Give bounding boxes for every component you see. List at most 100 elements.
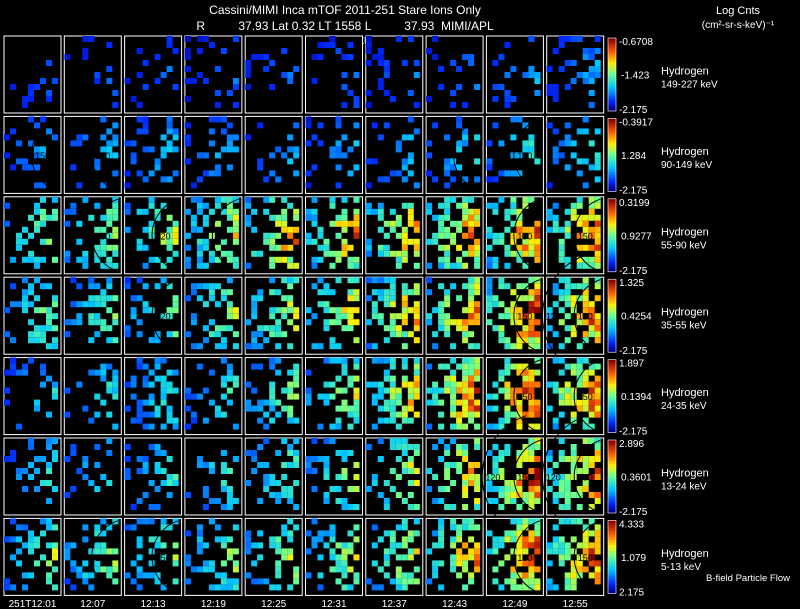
pixel: [166, 128, 173, 135]
colorbar-segment: [608, 50, 616, 54]
colorbar-segment: [608, 288, 616, 292]
pixel: [498, 196, 505, 203]
pixel: [196, 530, 203, 537]
pixel: [401, 357, 408, 364]
panel-r4-c0: [3, 357, 62, 436]
pixel: [275, 331, 282, 338]
pixel: [516, 423, 523, 430]
pixel: [516, 307, 523, 314]
pixel: [377, 84, 384, 90]
pixel: [46, 542, 52, 549]
pixel: [432, 387, 439, 394]
pixel: [287, 283, 294, 290]
pixel: [534, 492, 541, 498]
pixel: [323, 542, 330, 549]
pixel: [166, 116, 173, 123]
pixel: [516, 450, 523, 456]
pixel: [438, 411, 445, 418]
pixel: [251, 387, 258, 394]
pixel: [582, 423, 589, 430]
pixel: [546, 381, 553, 388]
pixel: [594, 572, 601, 579]
pixel: [46, 128, 52, 135]
pixel: [112, 202, 119, 209]
colorbar-segment: [608, 96, 616, 100]
pixel: [546, 486, 553, 492]
pixel: [172, 387, 179, 394]
pixel: [220, 560, 227, 567]
pixel: [100, 214, 107, 221]
pixel: [492, 474, 499, 480]
pixel: [329, 530, 336, 537]
pixel: [498, 375, 505, 382]
pixel: [196, 244, 203, 251]
pixel: [341, 387, 348, 394]
pixel: [462, 220, 469, 227]
pixel: [226, 375, 233, 382]
pixel: [504, 393, 511, 400]
panel-r2-c4: [244, 196, 303, 275]
pixel: [588, 102, 595, 108]
colorbar-segment: [608, 210, 616, 214]
pixel: [232, 566, 239, 573]
pixel: [172, 232, 179, 239]
pixel: [432, 474, 439, 480]
pixel: [401, 411, 408, 418]
pixel: [76, 283, 83, 290]
pixel: [52, 78, 58, 84]
pixel: [166, 524, 173, 531]
pixel: [202, 504, 209, 510]
pixel: [148, 202, 155, 209]
pixel: [28, 84, 34, 90]
pixel: [570, 152, 577, 159]
pixel: [594, 536, 601, 543]
pixel: [576, 343, 583, 350]
colorbar-segment: [608, 525, 616, 529]
pixel: [106, 387, 113, 394]
pixel: [395, 250, 402, 257]
pixel: [293, 480, 300, 486]
pixel: [462, 405, 469, 412]
pixel: [257, 295, 264, 302]
pixel: [456, 417, 463, 424]
pixel: [389, 375, 396, 382]
pixel: [558, 492, 565, 498]
pixel: [510, 584, 517, 591]
pixel: [486, 301, 493, 308]
pixel: [172, 238, 179, 245]
pixel: [184, 208, 191, 215]
pixel: [492, 468, 499, 474]
pixel: [528, 450, 535, 456]
pixel: [462, 331, 469, 338]
pixel: [220, 48, 227, 54]
pixel: [94, 542, 101, 549]
pixel: [383, 554, 390, 561]
pixel: [365, 36, 372, 42]
pixel: [444, 158, 451, 165]
pixel: [94, 158, 101, 165]
pixel-map: [486, 277, 541, 350]
pixel: [504, 96, 511, 102]
pixel: [576, 456, 583, 462]
pixel: [184, 423, 191, 430]
pixel: [232, 381, 239, 388]
pixel: [582, 277, 589, 284]
pixel: [486, 289, 493, 296]
pixel: [112, 170, 119, 177]
pixel: [492, 84, 499, 90]
pixel: [407, 134, 414, 141]
pixel: [528, 244, 535, 251]
pixel: [395, 325, 402, 332]
colorbar-segment: [608, 442, 616, 446]
pixel: [46, 375, 52, 382]
pixel-map: [64, 36, 119, 108]
colorbar-segment: [608, 301, 616, 305]
pixel: [220, 295, 227, 302]
pixel: [281, 244, 288, 251]
pixel: [226, 164, 233, 171]
pixel: [504, 226, 511, 233]
pixel: [522, 262, 529, 269]
pixel: [504, 492, 511, 498]
pixel: [4, 536, 10, 543]
